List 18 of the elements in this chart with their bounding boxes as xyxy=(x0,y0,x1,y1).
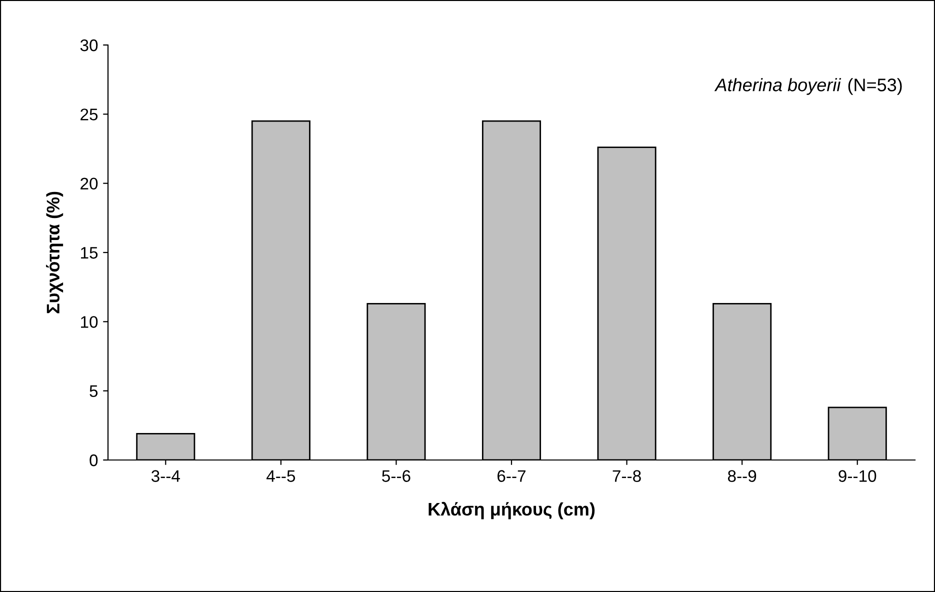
x-tick-label: 5--6 xyxy=(382,470,410,482)
y-tick-label: 15 xyxy=(81,247,98,259)
x-tick-label: 8--9 xyxy=(728,470,756,482)
y-tick-label: 0 xyxy=(90,454,98,466)
y-tick-label: 20 xyxy=(80,178,98,190)
x-tick-label: 6--7 xyxy=(498,470,526,482)
x-tick-label: 3--4 xyxy=(151,470,180,482)
annotation: (N=53) xyxy=(848,78,902,95)
y-tick-label: 30 xyxy=(80,39,98,52)
y-tick-label: 5 xyxy=(90,385,98,398)
y-tick-label: 25 xyxy=(80,108,98,120)
x-tick-label: 7--8 xyxy=(612,470,641,482)
y-tick-label: 10 xyxy=(81,316,98,328)
x-tick-label: 9--10 xyxy=(838,470,876,482)
y-axis-title: Συχνότητα (%) xyxy=(46,192,64,314)
x-tick-label: 4--5 xyxy=(266,470,296,482)
annotation: Atherina boyerii xyxy=(714,78,842,95)
x-axis-title: Κλάση μήκους (cm) xyxy=(428,502,595,520)
